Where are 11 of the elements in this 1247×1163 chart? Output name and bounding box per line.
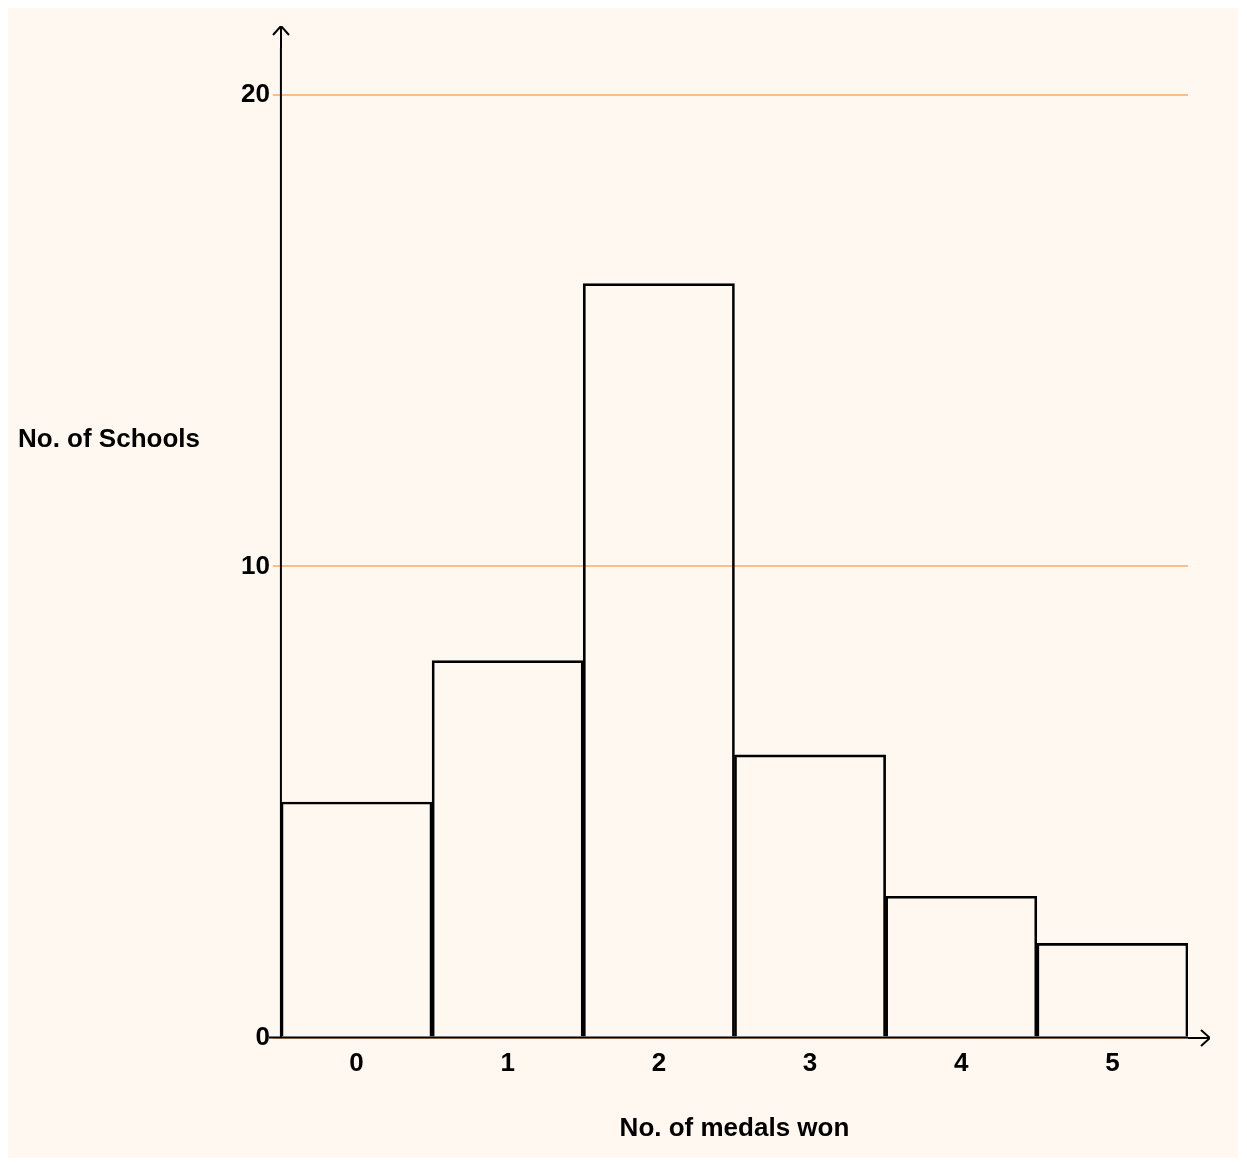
y-tick-label: 20 <box>241 78 270 109</box>
y-tick-label: 10 <box>241 549 270 580</box>
x-axis-title: No. of medals won <box>619 1111 850 1142</box>
x-tick-label: 4 <box>954 1047 969 1078</box>
x-tick-label: 5 <box>1105 1047 1120 1078</box>
x-tick-label: 0 <box>349 1047 364 1078</box>
x-tick-label: 3 <box>802 1047 818 1078</box>
x-tick-label: 1 <box>500 1047 515 1078</box>
x-tick-label: 2 <box>651 1047 667 1078</box>
y-tick-label: 0 <box>255 1020 270 1051</box>
y-axis-title: No. of Schools <box>18 423 201 454</box>
